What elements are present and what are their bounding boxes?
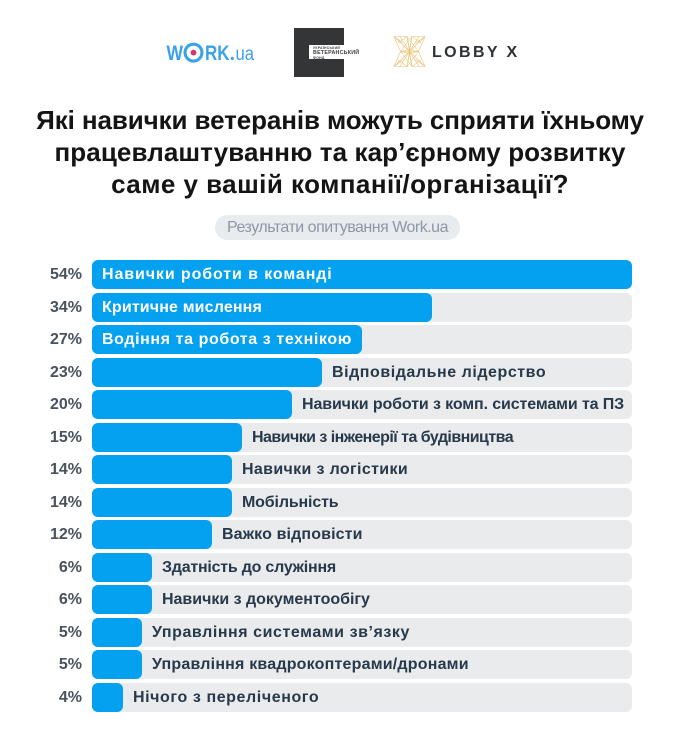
svg-text:ua: ua: [236, 44, 255, 65]
svg-text:W: W: [167, 42, 184, 65]
svg-text:RK: RK: [205, 42, 230, 65]
